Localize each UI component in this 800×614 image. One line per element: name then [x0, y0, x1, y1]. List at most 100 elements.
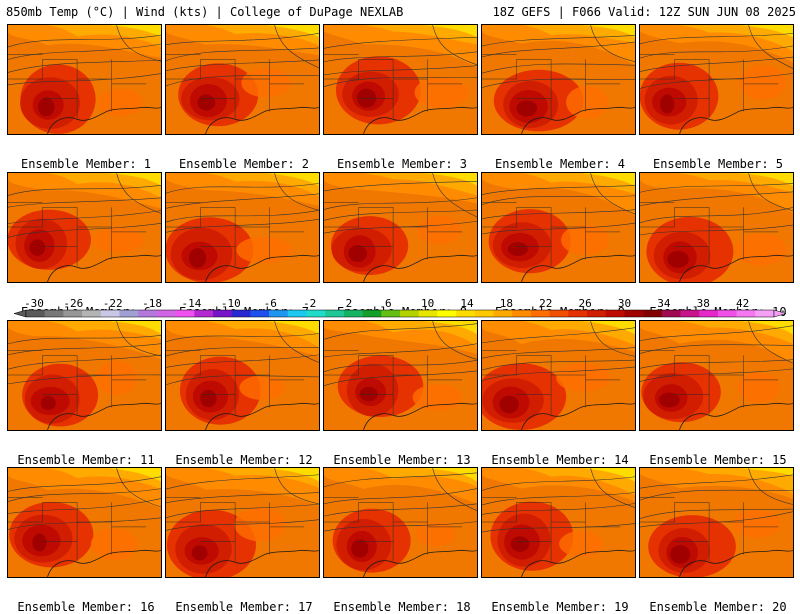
temperature-band [97, 88, 143, 117]
temperature-band [580, 321, 635, 335]
wind-contour [590, 321, 635, 357]
ensemble-member-map [323, 320, 478, 431]
wind-contour [640, 183, 793, 193]
wind-contour [482, 523, 635, 533]
state-boundaries [482, 350, 621, 415]
wind-contour [482, 195, 635, 205]
ensemble-member-label: Ensemble Member: 1 [20, 157, 152, 171]
wind-contour [8, 210, 161, 225]
ensemble-member-map [7, 172, 162, 283]
temperature-band [734, 233, 787, 266]
wind-contour [640, 56, 793, 72]
colorbar-swatch [231, 310, 251, 317]
wind-contour [8, 374, 161, 385]
wind-contour [640, 325, 793, 342]
coastline [679, 402, 793, 430]
wind-contour [8, 34, 161, 48]
temperature-band [679, 173, 793, 193]
wind-contour [324, 77, 477, 87]
coastline [47, 549, 161, 577]
temperature-band [47, 25, 161, 47]
wind-contour [166, 193, 319, 209]
wind-contour [8, 185, 161, 196]
colorbar-swatch [418, 310, 438, 317]
temperature-band [363, 321, 477, 347]
colorbar-swatch [138, 310, 158, 317]
ensemble-member-map [165, 320, 320, 431]
wind-contour [482, 34, 635, 47]
wind-contour [324, 488, 477, 505]
temperature-band [658, 392, 680, 408]
temperature-band [738, 321, 793, 335]
temperature-band [363, 25, 477, 45]
coastline [363, 402, 477, 430]
temperature-band [40, 395, 56, 411]
wind-contour [640, 489, 793, 501]
ensemble-member-label: Ensemble Member: 15 [649, 453, 787, 467]
temperature-band [90, 528, 138, 561]
wind-contour [432, 173, 477, 218]
temperature-band [363, 468, 477, 487]
temperature-band [510, 536, 530, 552]
wind-contour [116, 25, 161, 62]
temperature-band [580, 173, 635, 186]
temperature-band [200, 389, 217, 408]
chart-title-left: 850mb Temp (°C) | Wind (kts) | College o… [6, 5, 404, 19]
wind-contour [640, 359, 793, 369]
ensemble-member-map [639, 24, 794, 135]
wind-contour [640, 73, 793, 89]
wind-contour [324, 36, 477, 49]
wind-contour [482, 63, 635, 74]
ensemble-member-map [481, 172, 636, 283]
ensemble-member-map [481, 24, 636, 135]
temperature-band [679, 468, 793, 494]
coastline [679, 254, 793, 282]
ensemble-member-map [7, 24, 162, 135]
colorbar-swatch [194, 310, 214, 317]
temperature-band [47, 321, 161, 340]
wind-contour [274, 173, 319, 211]
colorbar-swatch [362, 310, 382, 317]
colorbar-tick-label: 22 [539, 297, 552, 310]
coastline [521, 402, 635, 430]
coastline [363, 549, 477, 577]
wind-contour [166, 519, 319, 531]
colorbar-tick-label: -18 [142, 297, 162, 310]
colorbar-arrow-right [773, 309, 786, 318]
state-boundaries [8, 350, 147, 415]
coastline [47, 402, 161, 430]
wind-contour [166, 183, 319, 194]
coastline [679, 549, 793, 577]
wind-contour [166, 333, 319, 342]
state-boundaries [324, 497, 463, 562]
ensemble-member-label: Ensemble Member: 3 [336, 157, 468, 171]
temperature-band [679, 25, 793, 52]
ensemble-member-map [165, 172, 320, 283]
ensemble-member-label: Ensemble Member: 17 [175, 600, 313, 614]
wind-contour [482, 222, 635, 235]
temperature-band [422, 321, 477, 335]
wind-contour [324, 323, 477, 340]
temperature-band [507, 242, 528, 257]
temperature-band [414, 77, 469, 109]
ensemble-member-label: Ensemble Member: 19 [491, 600, 629, 614]
temperature-band [660, 94, 675, 114]
colorbar-swatch [82, 310, 102, 317]
wind-contour [590, 173, 635, 215]
ensemble-member-label: Ensemble Member: 18 [333, 600, 471, 614]
wind-contour [640, 224, 793, 236]
wind-contour [748, 321, 793, 364]
colorbar-swatch [437, 310, 457, 317]
colorbar-swatch [493, 310, 513, 317]
colorbar-tick-label: 42 [736, 297, 749, 310]
coastline [363, 106, 477, 134]
wind-contour [324, 197, 477, 210]
wind-contour [482, 359, 635, 371]
colorbar-swatch [63, 310, 83, 317]
temperature-band [580, 468, 635, 482]
wind-contour [116, 173, 161, 214]
coastline [679, 106, 793, 134]
wind-contour [482, 78, 635, 88]
colorbar-swatch [512, 310, 532, 317]
temperature-band [264, 173, 319, 186]
